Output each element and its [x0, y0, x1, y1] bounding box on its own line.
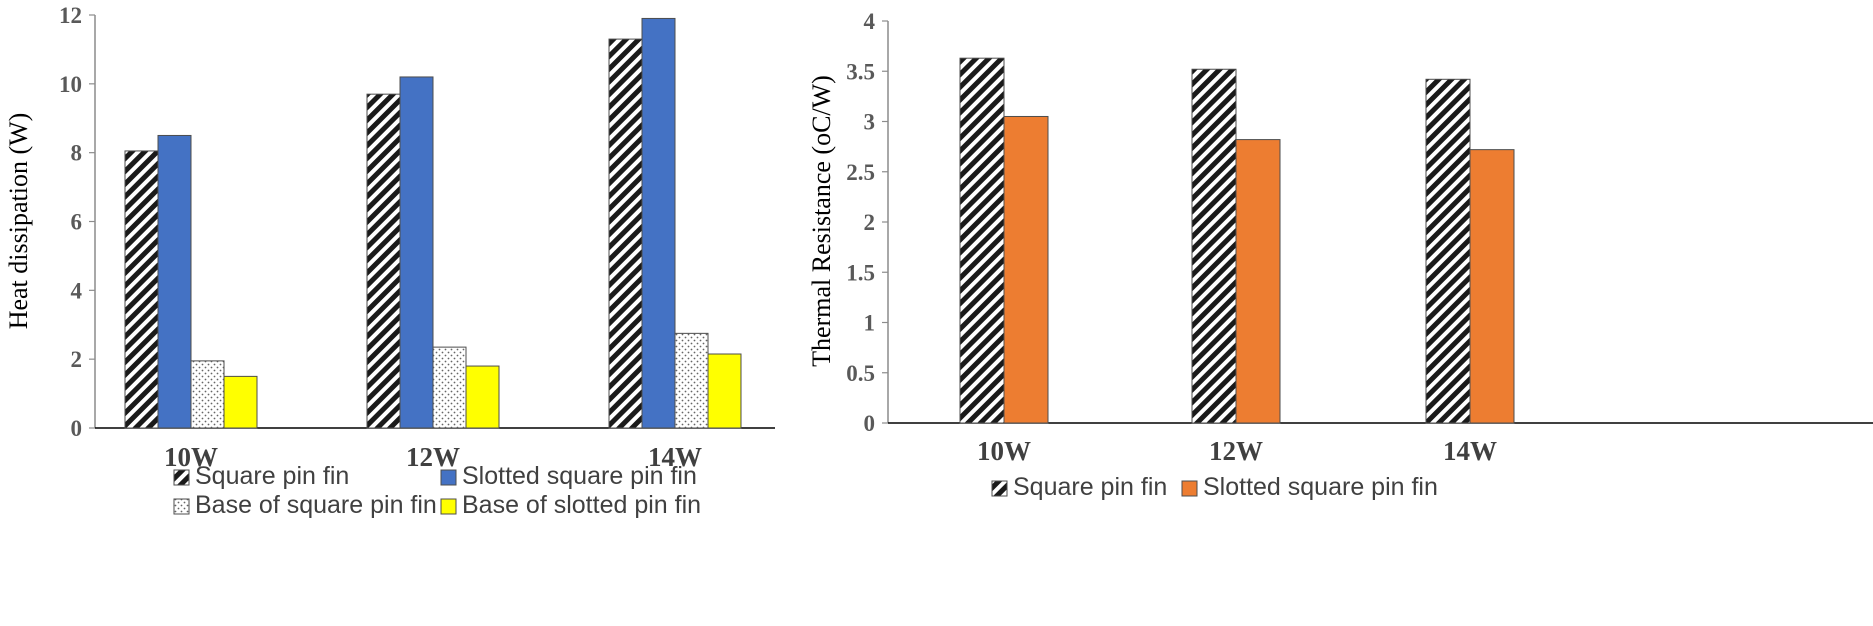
y-tick-label: 3.5: [846, 59, 875, 84]
y-tick-label: 3: [864, 110, 876, 135]
y-tick-label: 2.5: [846, 160, 875, 185]
bar-base-of-slotted-pin-fin-12w: [465, 365, 500, 429]
x-category-label: 14W: [1443, 436, 1497, 466]
legend-swatch-slotted-square-pin-fin: [1181, 480, 1198, 497]
bar-slotted-square-pin-fin-10w: [1003, 115, 1049, 424]
bar-base-of-square-pin-fin-12w: [432, 346, 467, 429]
y-tick-label: 8: [71, 141, 83, 166]
bar-slotted-square-pin-fin-14w: [641, 17, 676, 429]
x-category-label: 12W: [1209, 436, 1263, 466]
y-axis-title: Heat dissipation (W): [4, 113, 33, 330]
x-category-label: 14W: [648, 442, 702, 472]
legend-label-square-pin-fin: Square pin fin: [1013, 473, 1167, 501]
bar-square-pin-fin-10w: [124, 150, 159, 429]
bar-square-pin-fin-12w: [1191, 68, 1237, 424]
bar-square-pin-fin-10w: [959, 57, 1005, 424]
y-tick-label: 12: [59, 3, 82, 28]
y-tick-label: 10: [59, 72, 82, 97]
y-axis-title: Thermal Resistance (oC/W): [807, 75, 836, 367]
x-category-label: 10W: [164, 442, 218, 472]
legend-swatch-base-of-square-pin-fin: [173, 498, 190, 515]
bar-slotted-square-pin-fin-14w: [1469, 149, 1515, 424]
legend-swatch-slotted-square-pin-fin: [440, 469, 457, 486]
bar-slotted-square-pin-fin-10w: [157, 134, 192, 429]
legend-label-square-pin-fin: Square pin fin: [195, 462, 349, 490]
heat-dissipation-chart: 0 2 4 6 8 10 12 Heat dissipation (W) 10W 12W 14W Sq…: [4, 3, 775, 519]
y-tick-label: 0: [864, 411, 876, 436]
legend-label-base-of-square-pin-fin: Base of square pin fin: [195, 491, 437, 519]
bar-slotted-square-pin-fin-12w: [1235, 139, 1281, 424]
bar-square-pin-fin-14w: [1425, 78, 1471, 424]
bar-base-of-slotted-pin-fin-14w: [707, 353, 742, 429]
bar-base-of-slotted-pin-fin-10w: [223, 375, 258, 429]
y-tick-label: 6: [71, 210, 83, 235]
legend-swatch-square-pin-fin: [173, 469, 190, 486]
thermal-resistance-chart: 0 0.5 1 1.5 2 2.5 3 3.5 4 Thermal Resistance (oC/…: [807, 9, 1873, 501]
legend-label-slotted-square-pin-fin: Slotted square pin fin: [1203, 473, 1438, 501]
y-tick-label: 2: [71, 347, 83, 372]
y-tick-label: 0: [71, 416, 83, 441]
y-tick-label: 4: [71, 278, 83, 303]
x-category-label: 12W: [406, 442, 460, 472]
legend-swatch-base-of-slotted-pin-fin: [440, 498, 457, 515]
y-tick-label: 2: [864, 210, 876, 235]
y-tick-label: 1: [864, 311, 876, 336]
y-tick-label: 0.5: [846, 361, 875, 386]
x-category-label: 10W: [977, 436, 1031, 466]
bar-base-of-square-pin-fin-14w: [674, 332, 709, 429]
bar-square-pin-fin-14w: [608, 38, 643, 429]
y-tick-label: 4: [864, 9, 876, 34]
y-tick-label: 1.5: [846, 260, 875, 285]
bar-base-of-square-pin-fin-10w: [190, 360, 225, 429]
bar-slotted-square-pin-fin-12w: [399, 76, 434, 429]
legend-swatch-square-pin-fin: [991, 480, 1008, 497]
bar-square-pin-fin-12w: [366, 93, 401, 429]
legend-label-base-of-slotted-pin-fin: Base of slotted pin fin: [462, 491, 701, 519]
legend-label-slotted-square-pin-fin: Slotted square pin fin: [462, 462, 697, 490]
